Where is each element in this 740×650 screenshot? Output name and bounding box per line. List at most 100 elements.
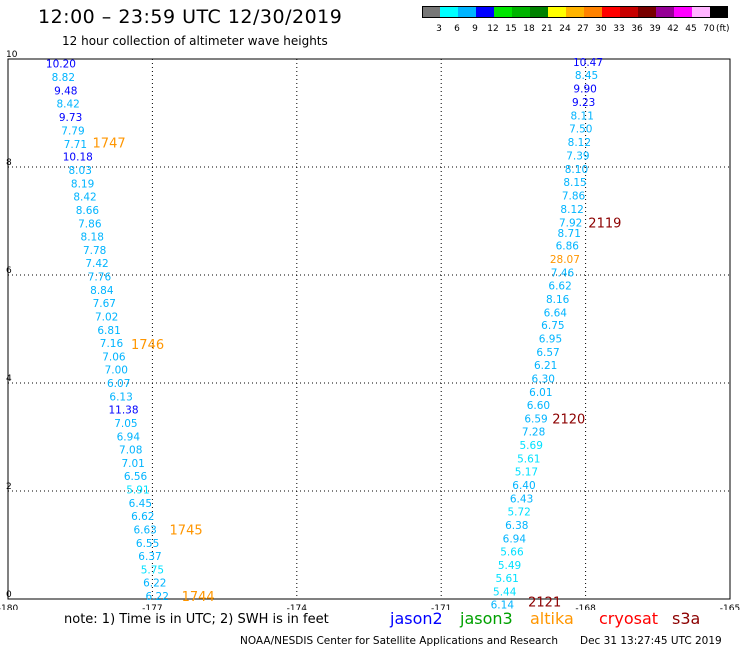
footer-note: note: 1) Time is in UTC; 2) SWH is in fe… xyxy=(64,612,329,627)
wave-height-value: 8.84 xyxy=(90,285,114,297)
x-tick-label: -177 xyxy=(142,604,162,610)
wave-height-value: 8.12 xyxy=(568,137,591,149)
scale-swatch xyxy=(476,6,494,18)
wave-height-value: 6.64 xyxy=(544,307,568,319)
wave-height-value: 6.75 xyxy=(541,320,564,332)
wave-height-value: 8.45 xyxy=(575,70,598,82)
scale-swatch xyxy=(566,6,584,18)
wave-height-value: 5.72 xyxy=(507,507,530,519)
pass-time-label: 2120 xyxy=(552,413,585,428)
scale-label: 45 xyxy=(685,24,696,34)
wave-height-value: 6.22 xyxy=(143,577,166,589)
wave-height-value: 7.16 xyxy=(100,338,124,350)
scale-label: 36 xyxy=(631,24,643,34)
wave-height-value: 6.07 xyxy=(107,378,130,390)
scale-swatch xyxy=(620,6,638,18)
scale-label: 21 xyxy=(541,24,552,34)
wave-height-value: 7.79 xyxy=(61,125,84,137)
wave-height-value: 7.06 xyxy=(102,352,126,364)
x-tick-label: -168 xyxy=(575,604,596,610)
pass-time-label: 1744 xyxy=(182,590,215,605)
wave-height-value: 8.66 xyxy=(76,205,100,217)
pass-time-label: 1746 xyxy=(131,338,164,353)
scale-label: 70 xyxy=(703,24,715,34)
wave-height-value: 10.18 xyxy=(63,152,93,164)
wave-height-value: 7.05 xyxy=(114,418,137,430)
wave-height-value: 8.11 xyxy=(571,111,594,123)
scale-swatch xyxy=(494,6,512,18)
wave-height-value: 6.55 xyxy=(136,538,159,550)
wave-height-value: 6.94 xyxy=(117,431,141,443)
scale-label: 30 xyxy=(595,24,607,34)
wave-height-value: 7.86 xyxy=(78,219,102,231)
scale-label: 39 xyxy=(649,24,661,34)
legend-cryosat: cryosat xyxy=(599,609,659,628)
pass-time-label: 1747 xyxy=(93,137,126,152)
wave-height-value: 7.08 xyxy=(119,444,142,456)
wave-height-value: 7.86 xyxy=(562,191,586,203)
pass-time-label: 2121 xyxy=(528,596,561,610)
chart-subtitle: 12 hour collection of altimeter wave hei… xyxy=(62,34,328,48)
wave-height-value: 8.03 xyxy=(69,165,92,177)
scale-label: 24 xyxy=(559,24,571,34)
wave-height-value: 6.60 xyxy=(527,400,550,412)
wave-height-value: 7.50 xyxy=(569,124,592,136)
wave-height-value: 6.95 xyxy=(539,334,562,346)
y-tick-label: 10 xyxy=(6,50,18,60)
legend-jason3: jason3 xyxy=(460,609,513,628)
wave-height-value: 8.15 xyxy=(563,177,586,189)
wave-height-value: 6.63 xyxy=(133,524,156,536)
x-tick-label: -180 xyxy=(0,604,18,610)
wave-height-value: 7.76 xyxy=(88,272,112,284)
scale-swatch xyxy=(422,6,440,18)
credit-text: NOAA/NESDIS Center for Satellite Applica… xyxy=(240,635,558,647)
generated-timestamp: Dec 31 13:27:45 UTC 2019 xyxy=(580,635,722,647)
wave-height-value: 7.00 xyxy=(105,365,128,377)
wave-height-value: 8.71 xyxy=(558,228,581,240)
color-scale-legend: 3 6 9 12 15 18 21 24 27 30 33 36 39 42 45 70 (ft) xyxy=(422,6,732,42)
scale-label: 27 xyxy=(577,24,588,34)
y-tick-label: 8 xyxy=(6,158,12,168)
scale-label: 33 xyxy=(613,24,624,34)
scale-label: 3 xyxy=(436,24,442,34)
wave-height-value: 6.01 xyxy=(529,387,552,399)
wave-height-value: 5.61 xyxy=(495,573,518,585)
wave-height-value: 5.75 xyxy=(141,564,164,576)
wave-height-value: 6.59 xyxy=(524,414,547,426)
wave-height-value: 6.14 xyxy=(491,599,515,610)
scale-swatch xyxy=(656,6,674,18)
scale-swatch xyxy=(530,6,548,18)
scale-swatch xyxy=(548,6,566,18)
wave-height-value: 7.39 xyxy=(566,151,589,163)
wave-height-value: 6.81 xyxy=(97,325,120,337)
wave-height-value: 6.22 xyxy=(146,591,169,603)
wave-height-value: 5.69 xyxy=(520,440,543,452)
scale-label: 18 xyxy=(523,24,535,34)
wave-height-value: 7.71 xyxy=(64,139,87,151)
wave-height-value: 9.23 xyxy=(572,97,595,109)
scale-label: (ft) xyxy=(716,24,730,34)
wave-height-value: 8.82 xyxy=(52,72,75,84)
scale-swatch xyxy=(584,6,602,18)
wave-height-value: 6.21 xyxy=(534,360,557,372)
x-tick-label: -171 xyxy=(431,604,451,610)
scale-swatch xyxy=(440,6,458,18)
wave-height-value: 6.56 xyxy=(124,471,148,483)
wave-height-value: 9.90 xyxy=(573,84,596,96)
wave-height-value: 5.61 xyxy=(517,454,540,466)
wave-height-value: 6.13 xyxy=(109,392,132,404)
wave-height-value: 6.86 xyxy=(556,240,580,252)
wave-height-value: 7.01 xyxy=(121,458,144,470)
wave-height-value: 6.62 xyxy=(131,511,154,523)
x-tick-label: -174 xyxy=(287,604,308,610)
wave-height-value: 7.78 xyxy=(83,245,106,257)
y-tick-label: 0 xyxy=(6,590,12,600)
wave-height-value: 6.45 xyxy=(129,498,152,510)
scale-label: 15 xyxy=(505,24,516,34)
chart-title: 12:00 – 23:59 UTC 12/30/2019 xyxy=(38,6,343,28)
wave-height-value: 10.20 xyxy=(46,58,76,70)
wave-height-plot: -180 -177 -174 -171 -168 -165 0 2 4 6 8 10 10.20 8.82… xyxy=(0,50,740,610)
wave-height-value: 8.18 xyxy=(81,232,104,244)
y-tick-label: 4 xyxy=(6,374,12,384)
wave-height-value: 11.38 xyxy=(108,404,138,416)
